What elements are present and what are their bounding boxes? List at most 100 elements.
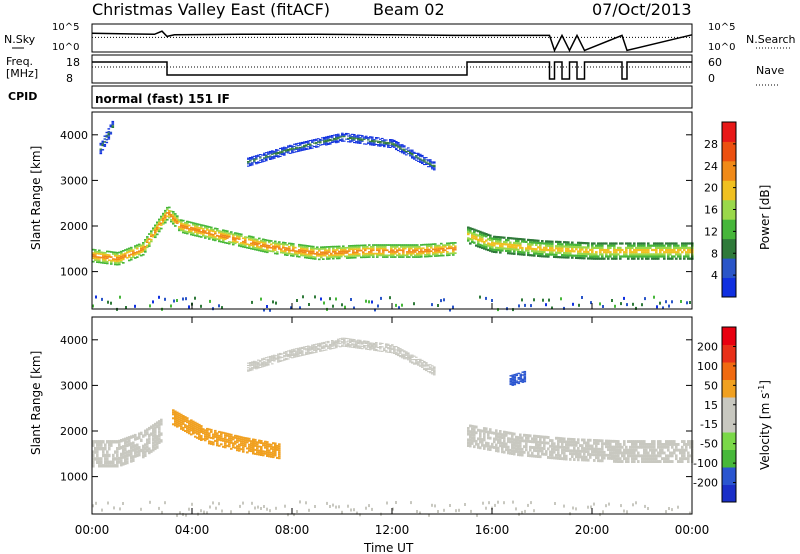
power-cell xyxy=(338,252,341,255)
velocity-cell xyxy=(583,455,586,459)
power-cell xyxy=(637,255,640,258)
power-cell xyxy=(240,242,243,244)
power-cell xyxy=(517,240,520,243)
power-cell xyxy=(382,247,385,250)
velocity-cell xyxy=(347,340,350,342)
velocity-cell xyxy=(130,442,133,446)
power-cell xyxy=(396,246,399,248)
velocity-cell xyxy=(619,451,622,455)
velocity-cell xyxy=(491,445,494,449)
velocity-cell xyxy=(425,368,428,370)
power-cell xyxy=(188,231,191,234)
velocity-cell xyxy=(100,464,103,468)
velocity-cell xyxy=(645,448,648,452)
power-cell xyxy=(329,143,332,145)
power-cell xyxy=(647,244,650,247)
power-cell xyxy=(258,241,261,243)
power-cell xyxy=(218,238,221,241)
velocity-cell xyxy=(627,440,630,443)
power-cell xyxy=(416,249,419,252)
power-cell xyxy=(545,246,548,249)
velocity-cell xyxy=(250,440,253,443)
velocity-cell xyxy=(597,450,600,454)
velocity-cell xyxy=(549,450,552,454)
power-cell xyxy=(391,144,394,146)
power-cell xyxy=(322,248,325,250)
velocity-cell xyxy=(513,383,517,386)
velocity-ground-cell xyxy=(119,507,121,511)
velocity-cell xyxy=(222,445,225,448)
velocity-cell xyxy=(595,456,598,460)
power-cell xyxy=(307,148,310,150)
velocity-cell xyxy=(507,440,510,443)
velocity-cell xyxy=(349,339,352,341)
power-cell xyxy=(415,156,418,158)
velocity-cell xyxy=(537,443,540,447)
velocity-cell xyxy=(513,432,516,436)
velocity-cell xyxy=(152,434,155,438)
power-cell xyxy=(312,245,315,248)
velocity-cell xyxy=(216,442,219,445)
velocity-cell xyxy=(359,347,362,349)
power-cell xyxy=(311,147,314,149)
power-cell xyxy=(423,164,426,166)
power-cell xyxy=(631,257,634,260)
power-cell xyxy=(182,230,185,232)
power-cell xyxy=(543,246,546,249)
velocity-cell xyxy=(469,430,472,434)
power-cell xyxy=(663,253,666,256)
velocity-cell xyxy=(331,343,334,345)
power-cell xyxy=(427,162,430,164)
power-cell xyxy=(415,155,418,157)
velocity-cell xyxy=(373,345,376,347)
power-cell xyxy=(655,248,658,252)
velocity-cell xyxy=(287,356,290,358)
power-cell xyxy=(667,251,670,254)
velocity-cell xyxy=(601,442,604,446)
velocity-cell xyxy=(224,446,227,449)
power-cell xyxy=(669,257,672,260)
velocity-cell xyxy=(601,459,604,463)
power-cell xyxy=(533,250,536,253)
power-cell xyxy=(689,246,692,249)
velocity-cell xyxy=(423,365,426,367)
velocity-cell xyxy=(92,450,95,454)
power-cell xyxy=(317,138,320,140)
power-cell xyxy=(300,254,303,257)
velocity-cell xyxy=(529,445,532,449)
power-cell xyxy=(635,255,638,258)
velocity-cell xyxy=(635,443,638,446)
power-cell xyxy=(253,159,256,161)
power-cell xyxy=(655,242,658,245)
power-cell xyxy=(186,232,189,235)
velocity-cell xyxy=(341,342,344,344)
power-cell xyxy=(284,252,287,254)
power-cell xyxy=(523,238,526,241)
power-cell xyxy=(425,162,428,164)
power-cell xyxy=(527,243,530,246)
velocity-cell xyxy=(551,442,554,445)
velocity-cell xyxy=(230,433,233,436)
velocity-cell xyxy=(543,452,546,456)
power-cell xyxy=(264,245,267,248)
power-cell xyxy=(408,249,411,252)
power-cell xyxy=(398,256,401,258)
power-cell xyxy=(615,253,618,256)
power-cell xyxy=(405,148,408,150)
power-cell xyxy=(228,241,231,243)
power-cell xyxy=(335,137,338,139)
power-cell xyxy=(361,136,364,138)
power-cell xyxy=(340,255,343,258)
power-cell xyxy=(643,244,646,247)
velocity-cell xyxy=(353,344,356,346)
power-cell xyxy=(452,252,455,255)
power-cell xyxy=(304,256,307,259)
power-cell xyxy=(312,251,315,253)
power-cell xyxy=(405,152,408,154)
power-cell xyxy=(647,242,650,245)
velocity-cell xyxy=(679,448,682,452)
power-cell xyxy=(382,246,385,248)
power-cell xyxy=(158,223,161,226)
power-cell xyxy=(154,226,157,228)
power-cbar-tick-label: 16 xyxy=(704,204,718,217)
